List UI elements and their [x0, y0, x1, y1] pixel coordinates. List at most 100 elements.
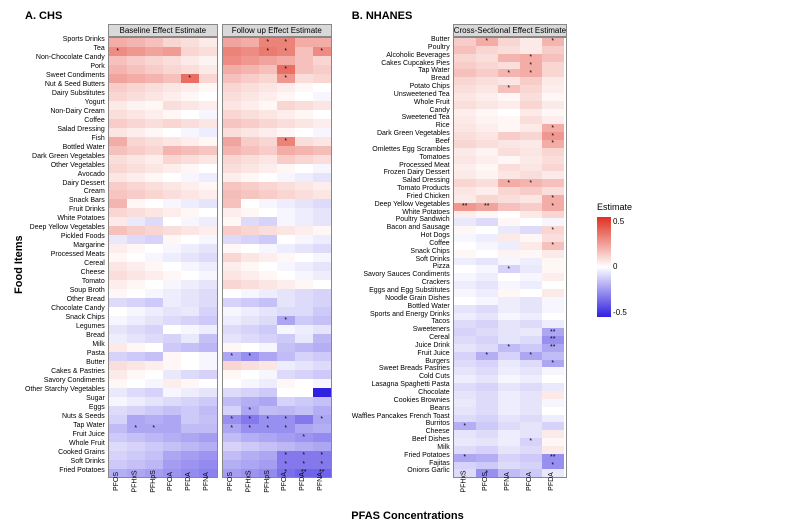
row-label: Butter — [352, 36, 453, 44]
heatmap-cell — [295, 352, 313, 361]
heatmap-cell — [313, 253, 331, 262]
heatmap-cell — [313, 361, 331, 370]
heatmap-cell — [163, 173, 181, 182]
heatmap-cell — [181, 92, 199, 101]
row-label: Dark Green Vegetables — [25, 153, 108, 162]
heatmap-cell — [259, 128, 277, 137]
heatmap-cell — [109, 289, 127, 298]
heatmap-cell — [241, 65, 259, 74]
heatmap-cell — [223, 137, 241, 146]
heatmap-cell — [542, 289, 564, 297]
heatmap-cell — [109, 361, 127, 370]
heatmap-cell — [181, 298, 199, 307]
heatmap-cell — [277, 433, 295, 442]
heatmap-cell — [259, 262, 277, 271]
row-label: Crackers — [352, 279, 453, 287]
heatmap-cell — [542, 101, 564, 109]
heatmap-cell — [476, 438, 498, 446]
heatmap-cell — [241, 119, 259, 128]
heatmap-cell: * — [520, 69, 542, 77]
heatmap-cell — [454, 399, 476, 407]
heatmap-cell — [109, 146, 127, 155]
heatmap-cell — [259, 226, 277, 235]
heatmap-cell — [498, 305, 520, 313]
heatmap-cell — [199, 370, 217, 379]
heatmap-cell — [109, 406, 127, 415]
heatmap-cell — [181, 370, 199, 379]
heatmap-cell — [199, 208, 217, 217]
heatmap-cell — [520, 156, 542, 164]
heatmap-cell — [542, 281, 564, 289]
heatmap-cell — [241, 325, 259, 334]
heatmap-cell — [241, 92, 259, 101]
heatmap-cell — [277, 334, 295, 343]
heatmap-cell — [223, 217, 241, 226]
heatmap-cell — [181, 182, 199, 191]
heatmap-cell — [181, 406, 199, 415]
heatmap-cell — [542, 54, 564, 62]
heatmap-cell — [313, 388, 331, 397]
heatmap-cell — [127, 155, 145, 164]
heatmap-cell — [277, 56, 295, 65]
heatmap-cell — [109, 325, 127, 334]
heatmap-cell — [277, 199, 295, 208]
heatmap-cell — [223, 271, 241, 280]
x-label: PFOS — [222, 478, 240, 508]
row-label: Sweetened Tea — [352, 114, 453, 122]
heatmap-cell — [241, 146, 259, 155]
heatmap-cell — [259, 325, 277, 334]
heatmap-cell: * — [277, 460, 295, 469]
heatmap-cell — [454, 69, 476, 77]
heatmap-cell — [520, 109, 542, 117]
heatmap-cell — [520, 422, 542, 430]
heatmap-cell — [277, 190, 295, 199]
heatmap-cell — [241, 164, 259, 173]
heatmap-cell — [223, 173, 241, 182]
heatmap-cell — [277, 406, 295, 415]
heatmap-cell — [295, 226, 313, 235]
heatmap-cell — [498, 140, 520, 148]
heatmap-cell — [259, 244, 277, 253]
heatmap-cell — [109, 38, 127, 47]
heatmap-cell — [163, 433, 181, 442]
heatmap-cell — [223, 92, 241, 101]
heatmap-cell — [259, 298, 277, 307]
heatmap-cell — [199, 280, 217, 289]
heatmap-cell — [145, 289, 163, 298]
heatmap-cell — [199, 128, 217, 137]
heatmap-cell — [259, 460, 277, 469]
heatmap-cell — [127, 235, 145, 244]
heatmap-cell — [454, 38, 476, 46]
heatmap-cell — [454, 132, 476, 140]
heatmap-cell — [498, 352, 520, 360]
heatmap-cell — [295, 415, 313, 424]
heatmap-cell — [181, 460, 199, 469]
heatmap-cell: * — [277, 65, 295, 74]
heatmap-cell — [241, 226, 259, 235]
heatmap-cell — [295, 164, 313, 173]
heatmap-cell — [295, 406, 313, 415]
heatmap-cell — [199, 119, 217, 128]
heatmap-cell — [145, 101, 163, 110]
heatmap-cell — [145, 442, 163, 451]
heatmap-cell — [313, 424, 331, 433]
heatmap-cell — [498, 407, 520, 415]
heatmap-cell — [476, 46, 498, 54]
heatmap-cell — [476, 297, 498, 305]
heatmap-cell: * — [241, 424, 259, 433]
heatmap-cell — [181, 101, 199, 110]
heatmap-cell — [241, 83, 259, 92]
heatmap-cell — [277, 271, 295, 280]
heatmap-cell — [163, 155, 181, 164]
heatmap-cell — [145, 460, 163, 469]
heatmap-cell — [520, 242, 542, 250]
heatmap-cell — [181, 128, 199, 137]
heatmap-cell — [476, 289, 498, 297]
heatmap-cell — [199, 451, 217, 460]
heatmap-cell — [454, 234, 476, 242]
heatmap-cell — [181, 137, 199, 146]
heatmap-cell — [181, 110, 199, 119]
heatmap-cell — [259, 433, 277, 442]
row-label: Pasta — [25, 350, 108, 359]
heatmap-cell — [145, 307, 163, 316]
